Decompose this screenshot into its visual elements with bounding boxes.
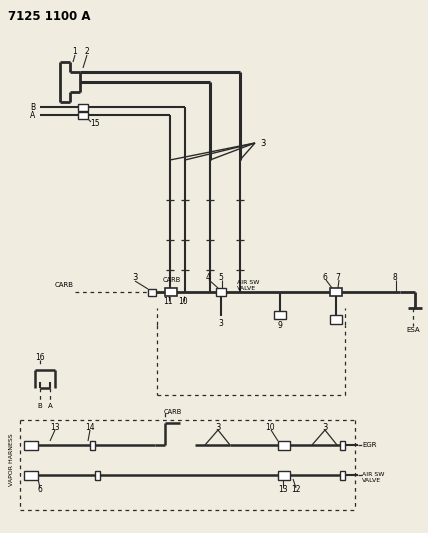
- Text: ESA: ESA: [406, 327, 420, 333]
- Bar: [148, 289, 156, 296]
- Text: 10: 10: [178, 297, 188, 306]
- Text: 16: 16: [35, 353, 45, 362]
- Text: 1: 1: [73, 47, 77, 56]
- Bar: [278, 471, 290, 480]
- Bar: [165, 288, 177, 296]
- Bar: [340, 471, 345, 480]
- Text: 3: 3: [322, 423, 328, 432]
- Text: CARB: CARB: [163, 277, 181, 283]
- Text: 2: 2: [85, 47, 89, 56]
- Text: 8: 8: [392, 273, 397, 282]
- Text: B: B: [38, 403, 42, 409]
- Text: 14: 14: [85, 423, 95, 432]
- Bar: [24, 471, 38, 480]
- Bar: [278, 441, 290, 450]
- Text: 7125 1100 A: 7125 1100 A: [8, 10, 90, 23]
- Bar: [90, 441, 95, 450]
- Text: VALVE: VALVE: [362, 479, 381, 483]
- Text: 10: 10: [265, 423, 275, 432]
- Text: B: B: [30, 102, 36, 111]
- Text: 9: 9: [278, 320, 282, 329]
- Text: 7: 7: [336, 273, 340, 282]
- Text: CARB: CARB: [55, 282, 74, 288]
- Text: VALVE: VALVE: [237, 286, 256, 290]
- Text: 12: 12: [291, 486, 301, 495]
- Text: 3: 3: [260, 139, 266, 148]
- Bar: [24, 441, 38, 450]
- Text: 6: 6: [323, 273, 327, 282]
- Text: VAPOR HARNESS: VAPOR HARNESS: [9, 434, 14, 486]
- Text: 5: 5: [219, 273, 223, 282]
- Bar: [216, 288, 226, 296]
- Bar: [340, 441, 345, 450]
- Text: EGR: EGR: [362, 442, 377, 448]
- Bar: [330, 315, 342, 324]
- Bar: [330, 288, 342, 296]
- Text: CARB: CARB: [164, 409, 182, 415]
- Bar: [78, 112, 88, 119]
- Bar: [95, 471, 100, 480]
- Text: 13: 13: [50, 423, 60, 432]
- Text: AIR SW: AIR SW: [362, 472, 384, 478]
- Text: A: A: [30, 110, 36, 119]
- Text: AIR SW: AIR SW: [237, 279, 259, 285]
- Text: 6: 6: [38, 486, 42, 495]
- Text: 4: 4: [205, 273, 211, 282]
- Text: 3: 3: [219, 319, 223, 327]
- Text: 13: 13: [278, 486, 288, 495]
- Text: 3: 3: [132, 273, 138, 282]
- Bar: [78, 104, 88, 111]
- Text: A: A: [48, 403, 52, 409]
- Text: 3: 3: [215, 423, 221, 432]
- Text: 15: 15: [90, 118, 100, 127]
- Text: 11: 11: [163, 297, 173, 306]
- Bar: [274, 311, 286, 319]
